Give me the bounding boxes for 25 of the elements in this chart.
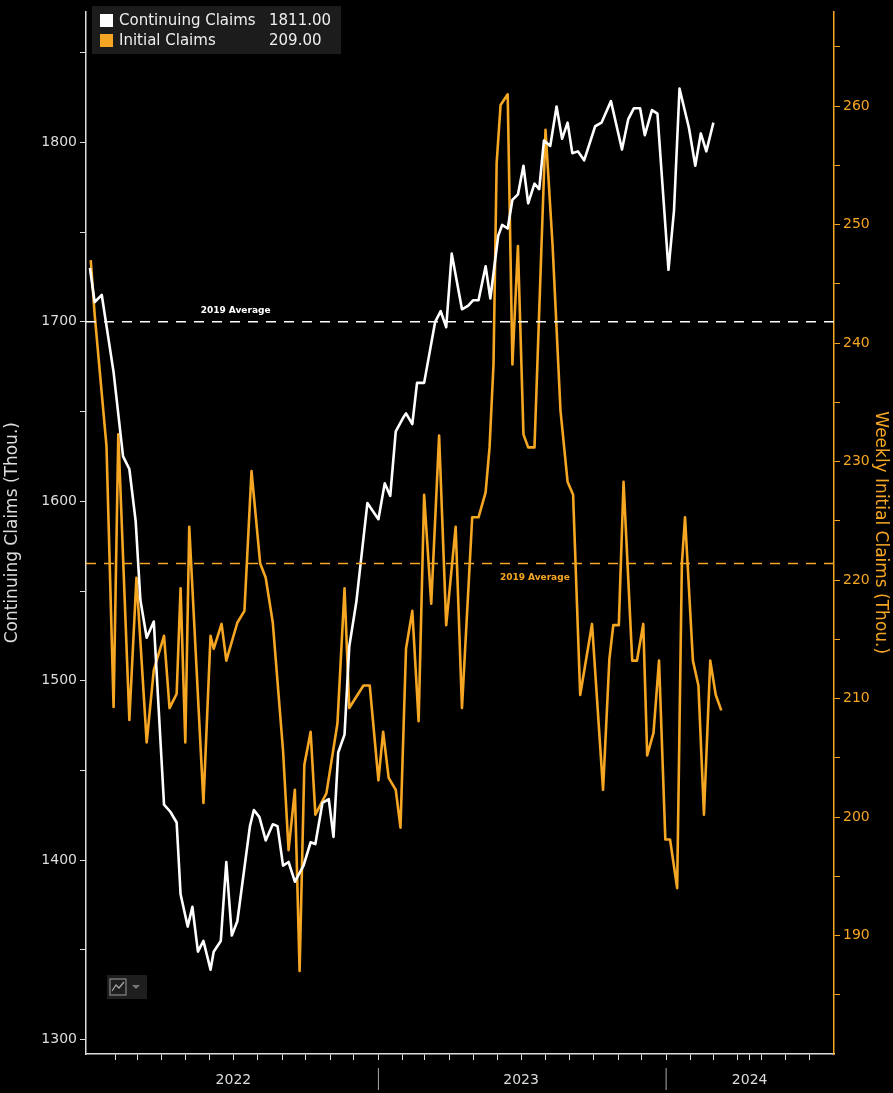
x-tick-label: 2022 — [215, 1071, 252, 1088]
y-tick-label: 1600 — [41, 491, 77, 508]
x-tick-label: 2023 — [503, 1071, 539, 1088]
y2-tick-label: 200 — [843, 807, 870, 824]
ref-line-label: 2019 Average — [200, 304, 271, 315]
annotation: 209.00 — [269, 30, 322, 50]
y2-tick-label: 190 — [843, 926, 870, 943]
y-tick-label: 1800 — [41, 133, 77, 150]
y-tick-label: 1500 — [41, 671, 77, 688]
y-tick-label: 1700 — [41, 312, 77, 329]
y2-tick-label: 230 — [843, 452, 870, 469]
y2-tick-label: 210 — [843, 689, 870, 706]
y2-tick-label: 260 — [843, 96, 870, 113]
y2-tick-label: 250 — [843, 215, 870, 232]
ref-line-label: 2019 Average — [499, 571, 570, 582]
y-tick-label: 1400 — [41, 850, 77, 867]
y-axis-title: Continuing Claims (Thou.) — [0, 422, 21, 644]
y2-axis-title: Weekly Initial Claims (Thou.) — [872, 411, 893, 655]
y-tick-label: 1300 — [41, 1030, 77, 1047]
legend-label: Initial Claims — [119, 30, 217, 50]
y2-tick-label: 220 — [843, 570, 870, 587]
annotation: 1811.00 — [269, 10, 332, 30]
x-tick-label: 2024 — [731, 1071, 768, 1088]
y2-tick-label: 240 — [843, 333, 870, 350]
legend-label: Continuing Claims — [119, 10, 257, 30]
